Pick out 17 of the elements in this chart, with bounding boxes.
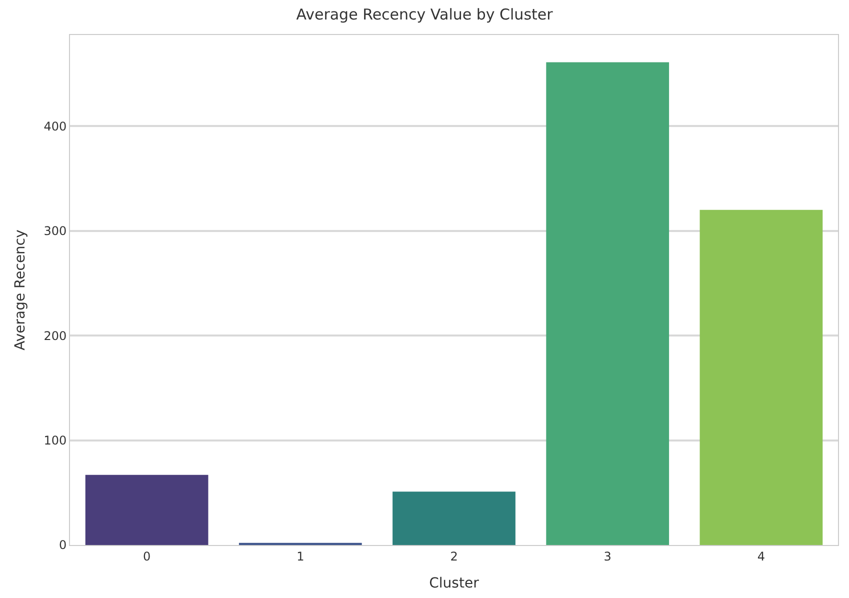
x-tick-label: 0 <box>142 549 151 564</box>
chart-title: Average Recency Value by Cluster <box>296 5 554 24</box>
bar <box>392 492 516 545</box>
y-tick-label: 100 <box>44 433 67 448</box>
x-tick-label: 4 <box>757 549 766 564</box>
bar <box>546 62 670 545</box>
bar <box>700 210 823 545</box>
y-axis-title: Average Recency <box>12 230 28 350</box>
x-tick-label: 2 <box>450 549 458 564</box>
bar <box>85 474 208 545</box>
x-tick-label: 1 <box>296 549 304 564</box>
y-tick-label: 400 <box>44 119 67 134</box>
y-tick-label: 200 <box>44 328 67 343</box>
y-tick-label: 0 <box>58 538 67 552</box>
x-tick-label: 3 <box>604 549 612 564</box>
y-tick-label: 300 <box>44 224 67 238</box>
x-axis-title: Cluster <box>429 576 480 592</box>
